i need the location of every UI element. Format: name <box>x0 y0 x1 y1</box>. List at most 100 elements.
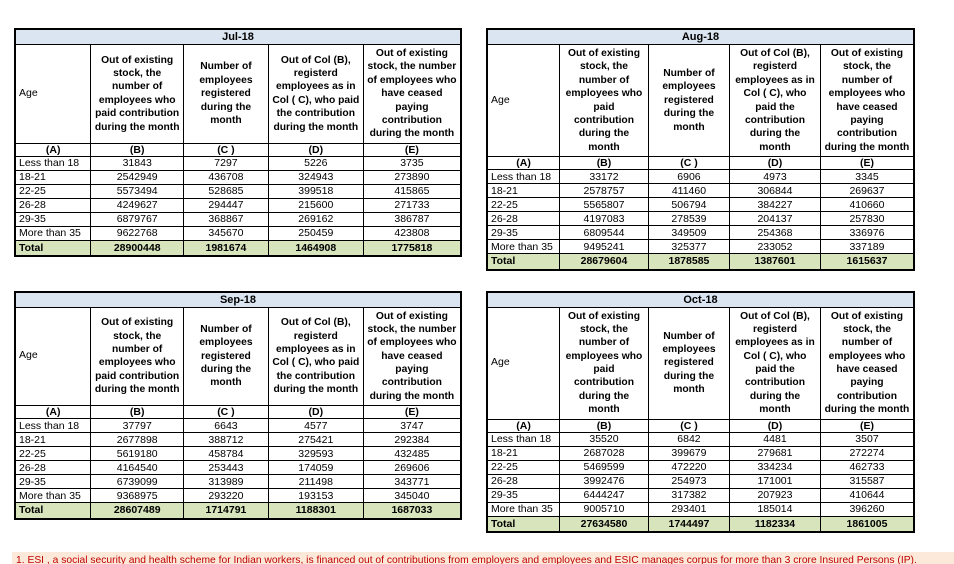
col-d-value: 4577 <box>267 418 364 434</box>
letter-d: (D) <box>729 156 821 170</box>
age-cell: 26-28 <box>486 473 561 489</box>
col-b-value: 6809544 <box>559 225 649 240</box>
table-row: Less than 18 35520 6842 4481 3507 <box>486 431 915 447</box>
table-row: 22-25 5565807 506794 384227 410660 <box>486 197 915 212</box>
col-e-value: 3507 <box>819 431 915 447</box>
col-b-value: 9368975 <box>90 488 185 504</box>
col-b-value: 6879767 <box>90 211 185 227</box>
col-c-value: 6842 <box>647 431 731 447</box>
col-e-value: 415865 <box>362 183 462 199</box>
total-c-value: 1714791 <box>183 502 269 520</box>
col-c-header: Number of employees registered during th… <box>183 44 269 144</box>
age-cell: 18-21 <box>486 445 561 461</box>
table-row: 26-28 4197083 278539 204137 257830 <box>486 211 915 226</box>
age-cell: 26-28 <box>486 211 561 226</box>
letter-c: (C ) <box>183 405 269 420</box>
column-letter-row: (A) (B) (C ) (D) (E) <box>486 156 915 170</box>
col-e-value: 315587 <box>819 473 915 489</box>
col-d-value: 384227 <box>729 197 821 212</box>
col-c-value: 368867 <box>183 211 269 227</box>
column-letter-row: (A) (B) (C ) (D) (E) <box>486 418 915 433</box>
month-table-oct-18: Oct-18 Age Out of existing stock, the nu… <box>486 290 915 533</box>
col-b-value: 33172 <box>559 169 649 184</box>
total-b-value: 27634580 <box>559 515 649 533</box>
total-c-value: 1981674 <box>183 239 269 257</box>
col-e-header: Out of existing stock, the number of emp… <box>362 44 462 144</box>
col-b-value: 6444247 <box>559 487 649 503</box>
age-cell: More than 35 <box>486 239 561 254</box>
total-d-value: 1182334 <box>729 515 821 533</box>
col-e-value: 462733 <box>819 459 915 475</box>
col-b-value: 31843 <box>90 155 185 171</box>
col-c-value: 293220 <box>183 488 269 504</box>
table-row: More than 35 9622768 345670 250459 42380… <box>14 225 462 241</box>
col-d-header: Out of Col (B), registerd employees as i… <box>267 44 364 144</box>
letter-e: (E) <box>819 156 915 170</box>
col-d-value: 204137 <box>729 211 821 226</box>
col-c-header: Number of employees registered during th… <box>647 306 731 420</box>
column-description-row: Age Out of existing stock, the number of… <box>486 306 915 420</box>
age-cell: 22-25 <box>486 459 561 475</box>
column-letter-row: (A) (B) (C ) (D) (E) <box>14 142 462 157</box>
letter-b: (B) <box>90 405 185 420</box>
col-d-value: 4973 <box>729 169 821 184</box>
letter-a: (A) <box>486 418 561 433</box>
col-d-value: 193153 <box>267 488 364 504</box>
col-e-value: 3735 <box>362 155 462 171</box>
column-description-row: Age Out of existing stock, the number of… <box>14 306 462 407</box>
age-cell: 22-25 <box>14 183 92 199</box>
col-c-value: 6643 <box>183 418 269 434</box>
table-row: 18-21 2542949 436708 324943 273890 <box>14 169 462 185</box>
col-b-value: 2542949 <box>90 169 185 185</box>
table-row: 26-28 4164540 253443 174059 269606 <box>14 460 462 476</box>
col-e-value: 269637 <box>819 183 915 198</box>
col-b-value: 3992476 <box>559 473 649 489</box>
col-d-value: 279681 <box>729 445 821 461</box>
col-b-value: 2687028 <box>559 445 649 461</box>
col-c-value: 317382 <box>647 487 731 503</box>
letter-c: (C ) <box>183 142 269 157</box>
age-cell: 18-21 <box>14 169 92 185</box>
letter-c: (C ) <box>647 156 731 170</box>
monthly-tables-grid: Jul-18 Age Out of existing stock, the nu… <box>14 28 942 533</box>
age-cell: 29-35 <box>14 211 92 227</box>
total-e-value: 1861005 <box>819 515 915 533</box>
col-d-value: 211498 <box>267 474 364 490</box>
col-b-header: Out of existing stock, the number of emp… <box>559 44 649 157</box>
col-b-header: Out of existing stock, the number of emp… <box>90 44 185 144</box>
total-row: Total 28607489 1714791 1188301 1687033 <box>14 502 462 520</box>
total-e-value: 1615637 <box>819 253 915 270</box>
table-row: More than 35 9005710 293401 185014 39626… <box>486 501 915 517</box>
age-column-header: Age <box>486 44 561 157</box>
col-d-value: 4481 <box>729 431 821 447</box>
letter-d: (D) <box>267 405 364 420</box>
age-column-header: Age <box>486 306 561 420</box>
col-e-value: 396260 <box>819 501 915 517</box>
col-d-header: Out of Col (B), registerd employees as i… <box>267 306 364 407</box>
age-cell: 29-35 <box>14 474 92 490</box>
col-e-value: 410644 <box>819 487 915 503</box>
col-e-header: Out of existing stock, the number of emp… <box>819 306 915 420</box>
col-d-value: 5226 <box>267 155 364 171</box>
letter-a: (A) <box>14 405 92 420</box>
col-c-value: 7297 <box>183 155 269 171</box>
month-table-aug-18: Aug-18 Age Out of existing stock, the nu… <box>486 28 915 271</box>
col-b-value: 5469599 <box>559 459 649 475</box>
age-cell: 18-21 <box>486 183 561 198</box>
col-c-value: 253443 <box>183 460 269 476</box>
age-cell: 29-35 <box>486 487 561 503</box>
col-c-value: 313989 <box>183 474 269 490</box>
total-d-value: 1188301 <box>267 502 364 520</box>
footnotes: 1. ESI , a social security and health sc… <box>12 552 954 564</box>
col-e-header: Out of existing stock, the number of emp… <box>362 306 462 407</box>
age-contribution-table: Jul-18 Age Out of existing stock, the nu… <box>14 28 462 258</box>
letter-d: (D) <box>729 418 821 433</box>
col-e-value: 432485 <box>362 446 462 462</box>
total-row: Total 28679604 1878585 1387601 1615637 <box>486 253 915 270</box>
col-e-value: 336976 <box>819 225 915 240</box>
table-row: 22-25 5469599 472220 334234 462733 <box>486 459 915 475</box>
total-c-value: 1744497 <box>647 515 731 533</box>
col-b-value: 9622768 <box>90 225 185 241</box>
col-c-value: 399679 <box>647 445 731 461</box>
